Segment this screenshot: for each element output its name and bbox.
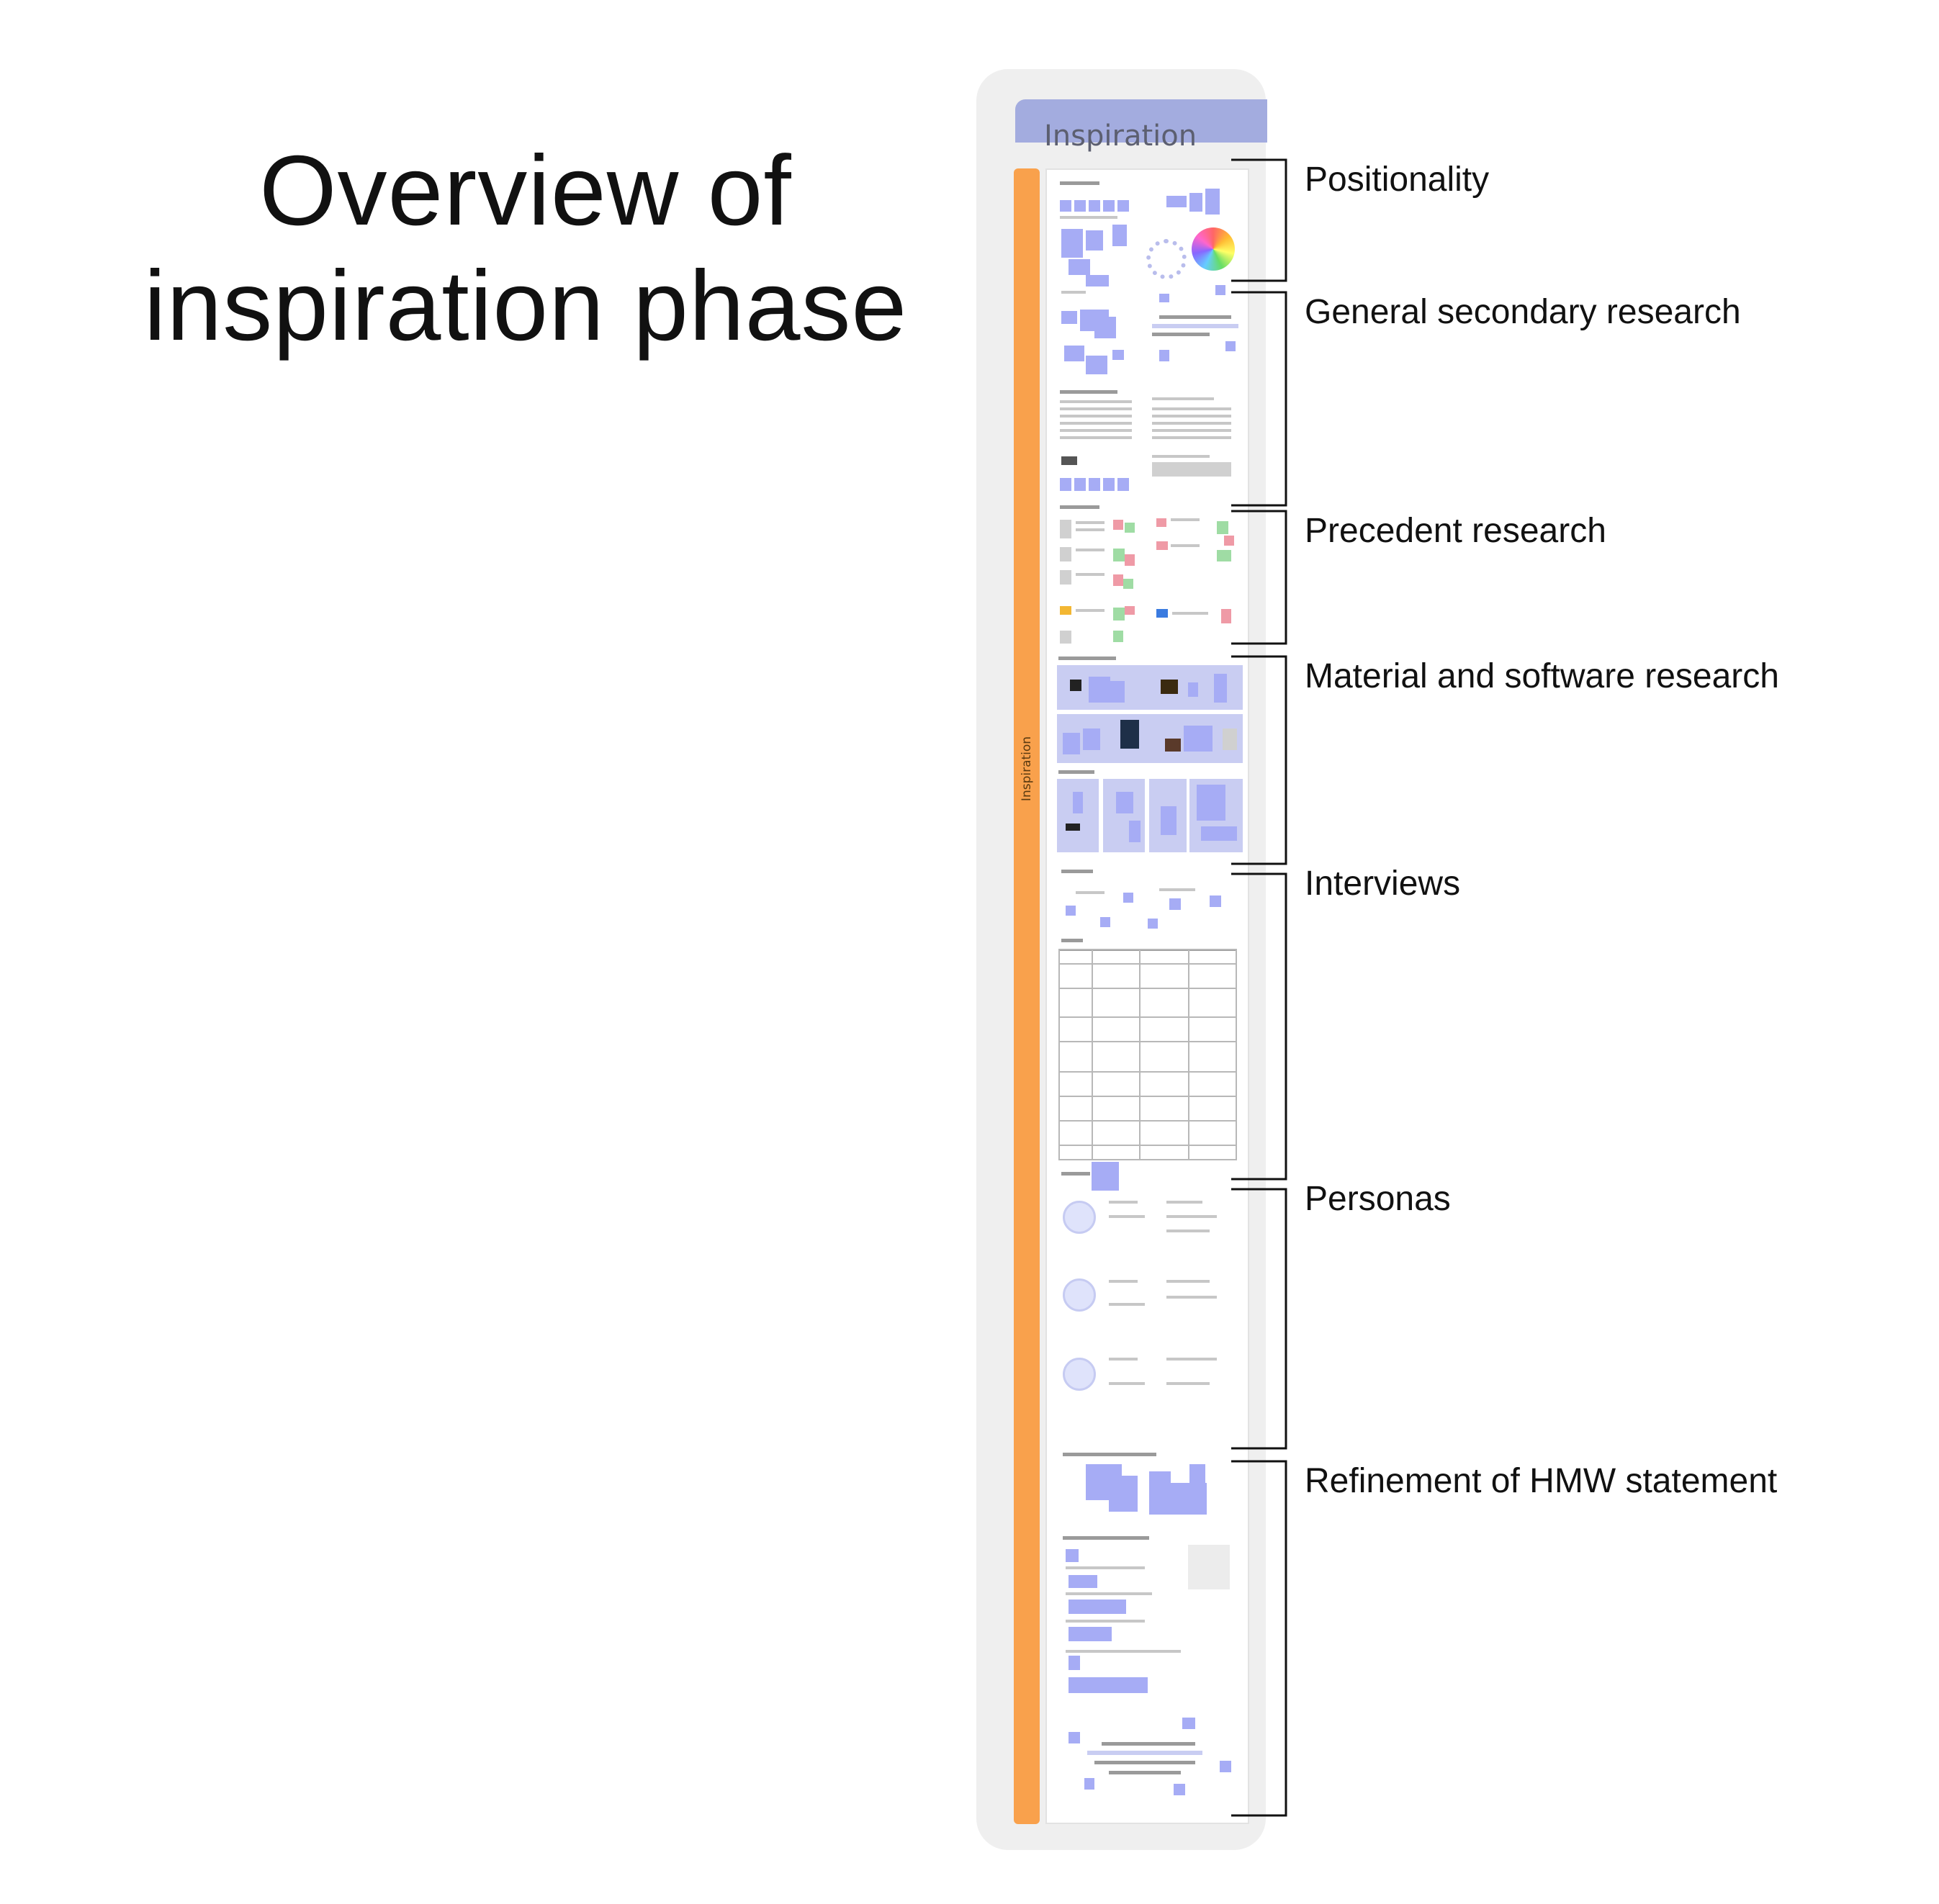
- section-label-interviews: Interviews: [1305, 865, 1461, 903]
- section-label-refinement-of-hmw-statement: Refinement of HMW statement: [1305, 1462, 1778, 1500]
- phase-bar: [1014, 168, 1040, 1824]
- bracket-material-and-software-research: [1231, 655, 1289, 865]
- section-label-general-secondary-research: General secondary research: [1305, 293, 1741, 331]
- section-label-precedent-research: Precedent research: [1305, 512, 1606, 550]
- section-label-personas: Personas: [1305, 1180, 1451, 1218]
- page-title: Overview of inspiration phase: [143, 135, 908, 361]
- bracket-interviews: [1231, 872, 1289, 1181]
- bracket-positionality: [1231, 158, 1289, 282]
- board-header: [1015, 99, 1267, 143]
- bracket-personas: [1231, 1188, 1289, 1450]
- section-label-positionality: Positionality: [1305, 161, 1490, 199]
- bracket-precedent-research: [1231, 510, 1289, 645]
- bracket-refinement-of-hmw-statement: [1231, 1460, 1289, 1817]
- board-header-label: Inspiration: [1044, 119, 1197, 153]
- section-label-material-and-software-research: Material and software research: [1305, 657, 1779, 695]
- phase-bar-label: Inspiration: [1020, 736, 1034, 802]
- bracket-general-secondary-research: [1231, 291, 1289, 507]
